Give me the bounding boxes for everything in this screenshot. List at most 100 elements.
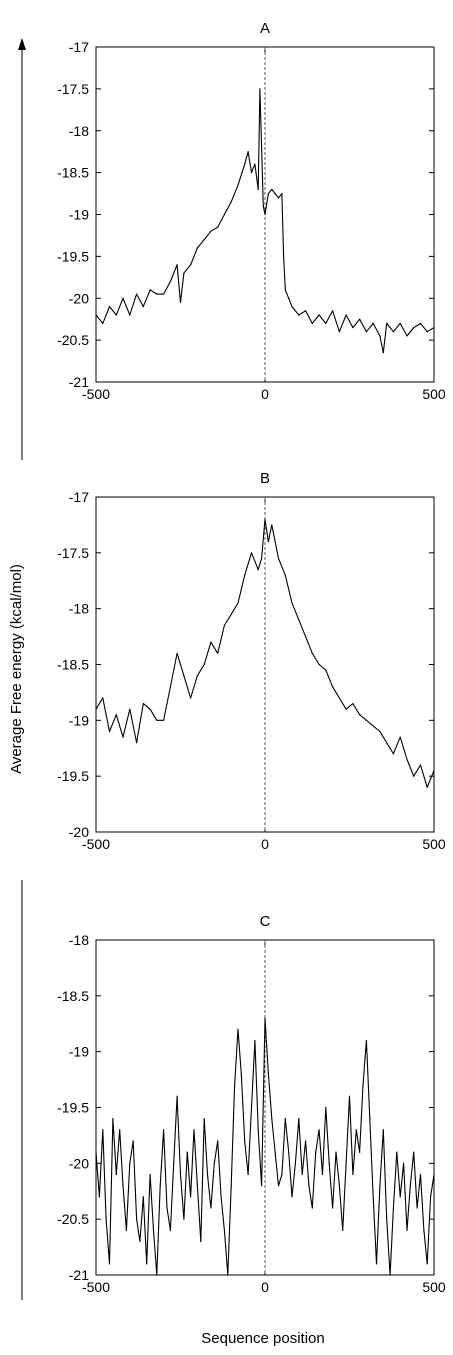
data-point xyxy=(335,1151,337,1153)
data-point xyxy=(152,1229,155,1231)
data-point xyxy=(142,702,144,705)
data-point xyxy=(119,1129,121,1131)
data-point xyxy=(311,322,313,324)
data-point xyxy=(386,1218,388,1220)
data-point xyxy=(112,1118,114,1120)
data-point xyxy=(392,331,395,333)
data-point xyxy=(108,306,111,308)
data-point xyxy=(277,557,280,560)
data-point xyxy=(129,708,131,710)
data-point xyxy=(210,230,212,232)
y-tick-label: -19.5 xyxy=(57,1100,89,1116)
data-point xyxy=(291,306,293,308)
data-point xyxy=(203,663,205,666)
data-point xyxy=(365,719,367,721)
y-tick-label: -20 xyxy=(69,1155,89,1171)
data-point xyxy=(176,264,178,266)
data-point xyxy=(237,602,239,604)
data-point xyxy=(399,1196,401,1198)
data-point xyxy=(135,1218,138,1220)
y-tick-label: -18.5 xyxy=(57,165,89,181)
data-point xyxy=(129,314,131,316)
data-point xyxy=(108,1263,111,1265)
data-point xyxy=(294,1162,297,1164)
data-point xyxy=(298,1118,300,1120)
y-tick-label: -18 xyxy=(69,932,89,948)
data-point xyxy=(284,289,286,291)
data-point xyxy=(190,1196,192,1198)
data-point xyxy=(406,335,408,337)
data-point xyxy=(386,322,388,324)
data-point xyxy=(135,293,138,295)
data-point xyxy=(409,1185,411,1187)
data-point xyxy=(332,310,334,312)
data-point xyxy=(325,1106,327,1109)
data-point xyxy=(426,786,428,788)
data-point xyxy=(318,663,320,666)
data-point xyxy=(261,1185,263,1187)
data-point xyxy=(176,652,178,654)
y-tick-label: -20 xyxy=(69,290,89,306)
data-point xyxy=(250,552,253,554)
data-point xyxy=(298,619,300,621)
data-point xyxy=(267,1073,269,1075)
data-point xyxy=(149,1173,151,1176)
data-point xyxy=(281,192,283,195)
data-point xyxy=(261,146,263,149)
data-point xyxy=(173,1162,175,1164)
data-point xyxy=(237,1028,239,1030)
panel-title: C xyxy=(260,913,271,930)
data-point xyxy=(288,297,290,299)
data-point xyxy=(352,1173,354,1176)
panel-A: A -17 -17.5 -18 -18.5 -19 -19.5 -20 -20.5 -21-500… xyxy=(57,20,446,402)
data-point xyxy=(98,1196,100,1198)
data-point xyxy=(169,1229,171,1231)
y-tick-label: -20.5 xyxy=(57,1211,89,1227)
data-point xyxy=(379,1185,381,1187)
x-tick-label: 500 xyxy=(422,836,446,852)
data-point xyxy=(115,1173,117,1176)
data-point xyxy=(338,697,340,699)
data-point xyxy=(386,742,388,744)
data-point xyxy=(372,1196,374,1198)
data-point xyxy=(190,264,192,266)
data-point xyxy=(338,331,340,333)
data-point xyxy=(264,213,266,216)
data-point xyxy=(365,331,367,333)
panel-B: B -17 -17.5 -18 -18.5 -19 -19.5 -20-500 0 500 xyxy=(57,470,446,852)
data-point xyxy=(362,1084,364,1086)
data-point xyxy=(186,1151,188,1153)
data-point xyxy=(423,1229,425,1231)
data-point xyxy=(250,1106,253,1109)
data-point xyxy=(433,326,435,329)
data-point xyxy=(267,192,269,195)
data-point xyxy=(262,205,264,207)
data-point xyxy=(244,163,246,165)
data-point xyxy=(196,247,198,249)
data-point xyxy=(328,1162,330,1164)
data-point xyxy=(419,764,422,766)
data-point xyxy=(254,163,256,165)
data-point xyxy=(213,1162,215,1164)
data-point xyxy=(142,306,144,308)
y-tick-label: -20 xyxy=(69,824,89,840)
data-point xyxy=(359,714,361,716)
data-point xyxy=(135,742,138,744)
data-point xyxy=(389,1274,391,1276)
panel-title: B xyxy=(260,470,270,487)
y-tick-label: -17 xyxy=(69,489,89,505)
data-point xyxy=(379,335,381,337)
data-point xyxy=(345,708,347,710)
data-point xyxy=(419,1173,422,1176)
data-point xyxy=(196,675,198,677)
x-tick-label: 500 xyxy=(422,386,446,402)
data-point xyxy=(304,635,307,638)
data-point xyxy=(200,1240,202,1243)
x-tick-label: -500 xyxy=(82,1279,110,1295)
data-point xyxy=(223,624,226,627)
data-point xyxy=(169,280,171,283)
data-point xyxy=(156,293,158,295)
data-point xyxy=(203,239,205,241)
data-point xyxy=(311,1207,313,1209)
